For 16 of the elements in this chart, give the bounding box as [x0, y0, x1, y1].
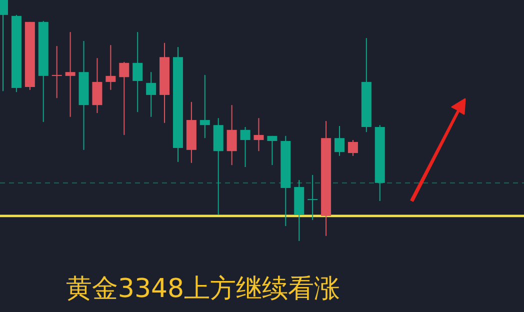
candlestick: [226, 104, 237, 166]
candlestick: [200, 74, 210, 139]
candlestick: [132, 32, 143, 113]
candlestick: [348, 140, 358, 156]
candlestick: [146, 72, 156, 118]
candlestick: [254, 118, 264, 152]
candlestick: [65, 32, 76, 118]
candlestick: [334, 126, 344, 156]
candlestick: [267, 135, 278, 166]
candlestick: [92, 58, 102, 114]
candlestick: [308, 174, 318, 221]
candlestick: [240, 126, 250, 168]
candlestick: [52, 46, 62, 99]
candlestick: [106, 44, 116, 90]
text: 黄金3348上方继续看涨: [66, 274, 340, 304]
candlestick: [119, 61, 130, 136]
